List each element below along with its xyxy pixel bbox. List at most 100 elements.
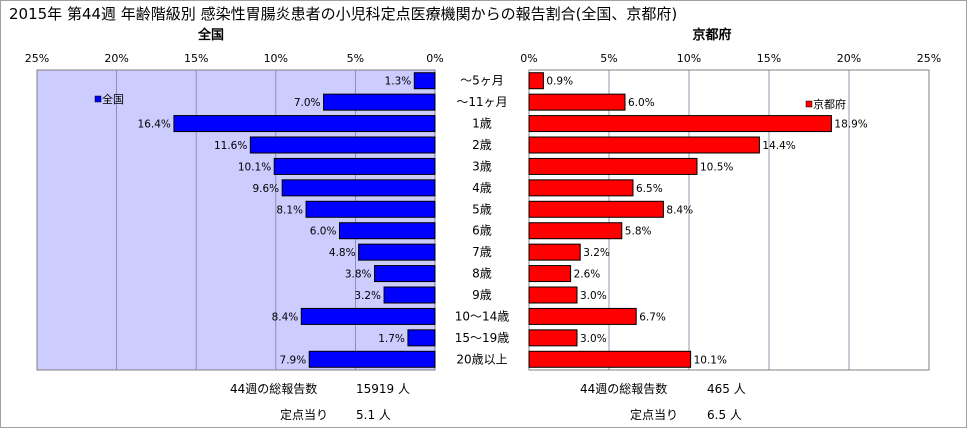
national-data-label: 6.0% (310, 226, 337, 238)
national-bar (249, 136, 436, 154)
national-data-label: 9.6% (252, 183, 279, 195)
national-tick-label: 10% (264, 52, 288, 65)
national-bar (305, 200, 436, 218)
national-tick-label: 5% (347, 52, 364, 65)
kyoto-data-label: 6.7% (639, 311, 666, 323)
axis-ticks: 0% 5% 10% 15% 20% 25% 0% 5% 10% 15% 20% 25% (25, 52, 941, 65)
chart-title: 2015年 第44週 年齢階級別 感染性胃腸炎患者の小児科定点医療機関からの報告… (9, 5, 677, 23)
national-data-label: 1.7% (378, 333, 405, 345)
national-bar (338, 222, 436, 240)
kyoto-bar (528, 200, 664, 218)
national-summary: 44週の総報告数 15919 人 定点当り 5.1 人 (230, 381, 410, 422)
national-bar (323, 93, 436, 111)
national-subtitle: 全国 (197, 27, 224, 43)
national-legend-label: 全国 (102, 92, 124, 106)
national-data-label: 7.9% (280, 354, 307, 366)
kyoto-bar (528, 307, 637, 325)
kyoto-per-value: 6.5 人 (707, 408, 742, 422)
kyoto-data-label: 10.1% (694, 354, 727, 366)
kyoto-tick-label: 10% (677, 52, 701, 65)
national-bar (173, 115, 436, 133)
national-bar (273, 157, 436, 175)
kyoto-tick-label: 5% (600, 52, 617, 65)
kyoto-legend-swatch (805, 100, 813, 108)
kyoto-data-label: 8.4% (666, 204, 693, 216)
kyoto-data-label: 2.6% (574, 269, 601, 281)
category-label: 2歳 (472, 138, 492, 152)
kyoto-bar (528, 265, 572, 283)
national-data-label: 10.1% (238, 161, 271, 173)
kyoto-data-label: 6.0% (628, 97, 655, 109)
national-data-label: 8.4% (272, 311, 299, 323)
national-data-label: 16.4% (138, 119, 171, 131)
category-label: 7歳 (472, 245, 492, 259)
category-label: 4歳 (472, 181, 492, 195)
national-data-label: 7.0% (294, 97, 321, 109)
national-legend: 全国 (94, 92, 124, 106)
kyoto-tick-label: 25% (917, 52, 941, 65)
national-data-label: 4.8% (329, 247, 356, 259)
kyoto-bar (528, 157, 698, 175)
national-data-label: 8.1% (276, 204, 303, 216)
kyoto-bar (528, 179, 634, 197)
category-label: 10～14歳 (455, 309, 510, 323)
bars (173, 72, 832, 368)
kyoto-summary: 44週の総報告数 465 人 定点当り 6.5 人 (580, 381, 746, 422)
kyoto-bar (528, 72, 544, 90)
national-tick-label: 15% (184, 52, 208, 65)
category-label: 15～19歳 (455, 331, 510, 345)
kyoto-bar (528, 350, 692, 368)
kyoto-subtitle: 京都府 (692, 27, 731, 43)
kyoto-bar (528, 136, 760, 154)
category-labels: ～5ヶ月 ～11ヶ月 1歳 2歳 3歳 4歳 5歳 6歳 7歳 8歳 9歳 10～14歳 15～19歳 2… (455, 74, 510, 367)
category-label: 6歳 (472, 224, 492, 238)
kyoto-bar (528, 329, 578, 347)
category-label: ～11ヶ月 (456, 95, 507, 109)
national-total-value: 15919 人 (356, 382, 410, 396)
category-label: ～5ヶ月 (460, 74, 504, 88)
national-legend-swatch (94, 95, 102, 103)
kyoto-data-label: 3.2% (583, 247, 610, 259)
national-bar (308, 350, 436, 368)
kyoto-data-label: 3.0% (580, 290, 607, 302)
kyoto-bar (528, 93, 626, 111)
kyoto-tick-label: 15% (757, 52, 781, 65)
kyoto-bar (528, 243, 581, 261)
kyoto-data-label: 10.5% (700, 161, 733, 173)
national-data-label: 3.8% (345, 269, 372, 281)
kyoto-total-value: 465 人 (707, 382, 746, 396)
kyoto-bar (528, 115, 832, 133)
category-label: 5歳 (472, 202, 492, 216)
national-bar (281, 179, 436, 197)
data-labels: 1.3% 7.0% 16.4% 11.6% 10.1% 9.6% 8.1% 6.0% 4.8% 3… (138, 76, 868, 367)
kyoto-data-label: 3.0% (580, 333, 607, 345)
kyoto-bar (528, 222, 623, 240)
national-tick-label: 20% (104, 52, 128, 65)
kyoto-total-label: 44週の総報告数 (580, 381, 667, 396)
kyoto-data-label: 14.4% (762, 140, 795, 152)
kyoto-bar (528, 286, 578, 304)
national-total-label: 44週の総報告数 (230, 381, 317, 396)
category-label: 9歳 (472, 288, 492, 302)
national-per-value: 5.1 人 (356, 408, 391, 422)
category-label: 1歳 (472, 117, 492, 131)
national-bar (413, 72, 436, 90)
national-bar (300, 307, 436, 325)
national-bar (383, 286, 436, 304)
kyoto-plot-area (528, 69, 930, 371)
kyoto-legend-label: 京都府 (813, 97, 846, 111)
national-data-label: 11.6% (214, 140, 247, 152)
national-tick-label: 25% (25, 52, 49, 65)
national-plot-area (36, 69, 436, 371)
kyoto-data-label: 18.9% (834, 119, 867, 131)
kyoto-per-label: 定点当り (630, 407, 678, 422)
national-data-label: 3.2% (354, 290, 381, 302)
national-bar (358, 243, 436, 261)
kyoto-tick-label: 20% (837, 52, 861, 65)
national-tick-label: 0% (426, 52, 443, 65)
kyoto-tick-label: 0% (520, 52, 537, 65)
kyoto-data-label: 5.8% (625, 226, 652, 238)
national-bar (374, 265, 436, 283)
